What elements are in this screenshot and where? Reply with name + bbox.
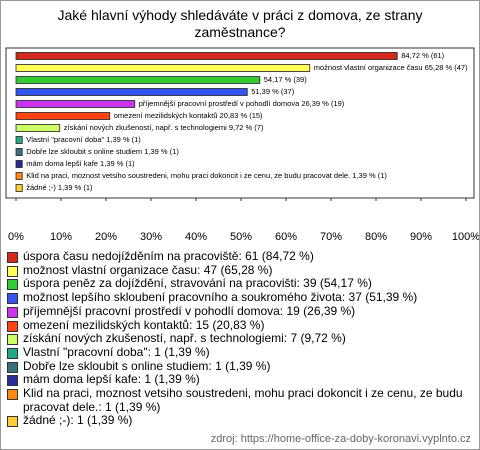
bar <box>15 100 136 108</box>
legend-swatch <box>7 334 18 346</box>
bar <box>15 136 23 144</box>
legend-item: možnost lepšího skloubení pracovního a s… <box>7 290 471 305</box>
bar <box>15 160 23 168</box>
legend-label: úspora času nedojížděním na pracoviště: … <box>23 249 314 263</box>
x-tick-label: 100% <box>452 231 479 243</box>
value-label: příjemnější pracovní prostředí v pohodlí… <box>139 99 345 108</box>
value-label: omezení mezilidských kontaktů 20,83 % (1… <box>114 111 263 120</box>
value-label: získání nových zkušeností, např. s techn… <box>64 123 264 132</box>
x-tick-label: 40% <box>185 231 207 243</box>
value-label: možnost vlastní organizace času 65,28 % … <box>314 63 468 72</box>
legend-item: Klid na praci, moznost vetsiho soustrede… <box>7 386 471 414</box>
value-label: Dobře lze skloubit s online studiem 1,39… <box>26 147 179 156</box>
legend-label: Vlastní "pracovní doba": 1 (1,39 %) <box>23 344 210 359</box>
value-label: mám doma lepší kafe 1,39 % (1) <box>26 159 135 168</box>
source: zdroj: https://home-office-za-doby-koron… <box>210 433 471 445</box>
legend-item: možnost vlastní organizace času: 47 (65,… <box>7 262 471 278</box>
legend-label: Dobře lze skloubit s online studiem: 1 (… <box>23 358 271 373</box>
legend-label: příjemnější pracovní prostředí v pohodlí… <box>23 303 356 318</box>
legend-swatch <box>7 375 18 387</box>
bar <box>15 112 111 120</box>
value-label: žádné ;-) 1,39 % (1) <box>26 183 93 192</box>
legend-label: žádné ;-): 1 (1,39 %) <box>23 413 133 428</box>
legend-label: omezení mezilidských kontaktů: 15 (20,83… <box>23 317 265 332</box>
x-tick-label: 0% <box>8 231 24 243</box>
legend-swatch <box>7 361 18 373</box>
x-tick-label: 50% <box>230 231 252 243</box>
legend-item: žádné ;-): 1 (1,39 %) <box>7 414 471 428</box>
bar <box>15 172 23 180</box>
legend-swatch <box>7 416 18 428</box>
legend: úspora času nedojížděním na pracoviště: … <box>7 249 471 428</box>
legend-label: Klid na praci, moznost vetsiho soustrede… <box>23 386 463 414</box>
x-tick-label: 30% <box>140 231 162 243</box>
x-tick-label: 10% <box>50 231 72 243</box>
x-tick-label: 80% <box>365 231 387 243</box>
chart-title: Jaké hlavní výhody shledáváte v práci z … <box>57 7 423 40</box>
legend-label: mám doma lepší kafe: 1 (1,39 %) <box>23 372 200 387</box>
bar <box>15 184 23 192</box>
value-label: 54,17 % (39) <box>264 75 307 84</box>
value-label: Klid na praci, moznost vetsiho soustrede… <box>26 171 387 180</box>
legend-swatch <box>7 347 18 359</box>
legend-item: úspora času nedojížděním na pracoviště: … <box>7 249 471 264</box>
legend-swatch <box>7 293 18 305</box>
value-label: 84,72 % (61) <box>401 51 444 60</box>
bar <box>15 124 61 132</box>
legend-label: možnost lepšího skloubení pracovního a s… <box>23 290 418 305</box>
legend-item: získání nových zkušeností, např. s techn… <box>7 332 471 346</box>
chart: 0% 10% 20% 30% 40% 50% 60% 70% 80% 90% 100% 84,72 %… <box>5 47 479 243</box>
legend-swatch <box>7 252 18 263</box>
legend-swatch <box>7 265 18 277</box>
legend-item: Vlastní "pracovní doba": 1 (1,39 %) <box>7 344 471 360</box>
legend-label: možnost vlastní organizace času: 47 (65,… <box>23 262 273 277</box>
bar <box>15 88 248 96</box>
value-label: 51,39 % (37) <box>251 87 294 96</box>
legend-label: získání nových zkušeností, např. s techn… <box>23 331 346 346</box>
legend-swatch <box>7 320 18 332</box>
bar <box>15 52 398 60</box>
legend-item: příjemnější pracovní prostředí v pohodlí… <box>7 303 471 319</box>
legend-swatch <box>7 279 18 291</box>
bar <box>15 64 311 72</box>
legend-item: omezení mezilidských kontaktů: 15 (20,83… <box>7 317 471 333</box>
plot-frame <box>5 47 475 199</box>
value-label: Vlastní "pracovní doba" 1,39 % (1) <box>26 135 141 144</box>
x-tick-label: 20% <box>95 231 117 243</box>
bar <box>15 76 261 84</box>
legend-label: úspora peněz za dojíždění, stravování na… <box>23 276 372 291</box>
legend-item: mám doma lepší kafe: 1 (1,39 %) <box>7 373 471 387</box>
legend-swatch <box>7 306 18 318</box>
x-tick-label: 90% <box>410 231 432 243</box>
legend-item: Dobře lze skloubit s online studiem: 1 (… <box>7 358 471 374</box>
x-tick-label: 60% <box>275 231 297 243</box>
bar <box>15 148 23 156</box>
legend-item: úspora peněz za dojíždění, stravování na… <box>7 277 471 291</box>
legend-swatch <box>7 389 18 401</box>
x-tick-label: 70% <box>320 231 342 243</box>
